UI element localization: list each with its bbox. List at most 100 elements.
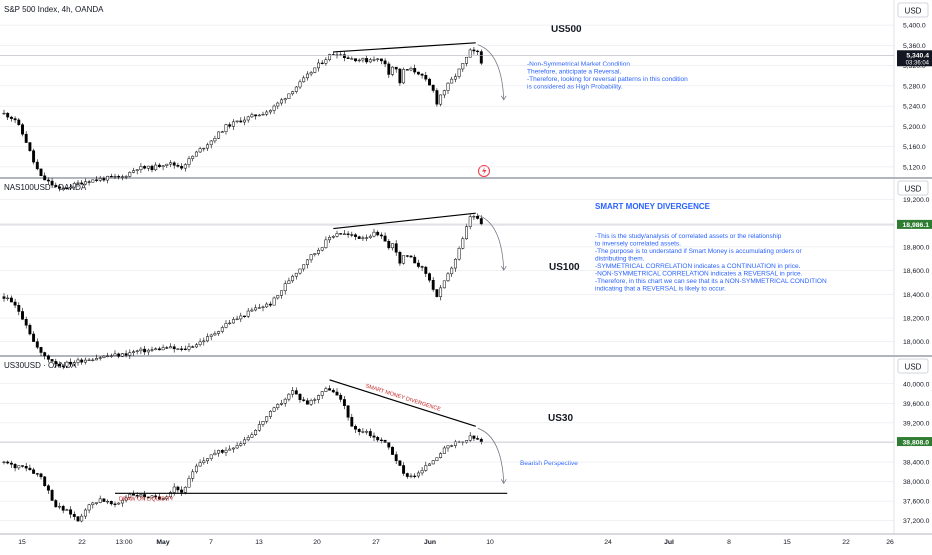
candle	[21, 465, 24, 468]
candle	[283, 397, 287, 407]
candle	[305, 259, 309, 269]
candle	[394, 66, 398, 73]
candle	[224, 320, 228, 329]
candle	[309, 398, 313, 407]
candle	[468, 432, 472, 443]
candle	[54, 182, 58, 188]
divergence-trendline[interactable]	[329, 379, 476, 427]
pane-1-symbol-title[interactable]: S&P 500 Index, 4h, OANDA	[4, 5, 104, 14]
candle	[283, 280, 287, 295]
candle	[331, 235, 335, 239]
candle	[28, 142, 32, 152]
candle	[139, 163, 143, 173]
candle	[276, 403, 280, 411]
candle	[98, 175, 102, 183]
candle	[291, 90, 295, 96]
candle	[246, 435, 250, 442]
lightning-icon[interactable]	[478, 165, 490, 177]
candle	[120, 498, 124, 507]
candle	[102, 498, 106, 502]
candle	[313, 397, 317, 404]
candle	[265, 416, 269, 424]
candle	[24, 316, 28, 329]
candle	[453, 439, 457, 449]
candle	[302, 264, 306, 272]
candle	[372, 56, 376, 62]
candle	[309, 254, 313, 263]
candle	[346, 405, 350, 421]
pane-2-instrument-label: US100	[549, 262, 580, 273]
candle	[39, 168, 43, 177]
pane-3-symbol-title[interactable]: US30USD · OANDA	[4, 361, 77, 370]
candle	[109, 500, 113, 506]
projection-arrow[interactable]	[477, 44, 507, 101]
candle	[431, 277, 435, 292]
candle	[446, 82, 450, 94]
candle	[357, 235, 361, 239]
time-tick-label: 27	[372, 539, 380, 546]
candle	[479, 437, 483, 445]
candle	[213, 135, 217, 144]
candle	[83, 508, 87, 520]
candle	[209, 333, 213, 341]
candle	[287, 393, 291, 402]
candle	[424, 266, 428, 277]
candle	[58, 183, 61, 192]
candle	[272, 296, 276, 306]
currency-button-pane-3[interactable]: USD	[897, 358, 929, 374]
candle	[317, 59, 320, 72]
candle	[113, 350, 117, 357]
candle	[328, 235, 332, 244]
candle	[6, 460, 10, 465]
candle	[2, 460, 6, 465]
candle	[172, 161, 176, 169]
candle	[420, 73, 424, 79]
candle	[58, 361, 61, 367]
candle	[461, 63, 465, 72]
currency-button-pane-1[interactable]: USD	[897, 2, 929, 18]
price-tick-label: 18,800.0	[903, 244, 930, 251]
candle	[61, 504, 65, 514]
candle	[442, 89, 446, 99]
candle	[243, 116, 246, 126]
candle	[350, 56, 354, 60]
candle	[294, 85, 298, 94]
candle	[124, 350, 128, 358]
time-tick-label: 8	[727, 539, 731, 546]
candle	[194, 463, 198, 474]
candle	[298, 268, 302, 275]
candle	[305, 71, 309, 81]
candle	[43, 172, 47, 181]
candle	[143, 165, 147, 170]
candle	[435, 289, 439, 298]
candle	[206, 458, 209, 464]
candle	[402, 462, 406, 476]
divergence-trendline[interactable]	[333, 212, 476, 230]
candle	[39, 346, 43, 357]
last-price-tag: 18,986.1	[897, 219, 932, 229]
candle	[350, 413, 354, 427]
candle	[409, 255, 413, 258]
candle	[261, 305, 265, 312]
candle	[361, 428, 365, 434]
candle	[176, 485, 180, 494]
currency-button-pane-2[interactable]: USD	[897, 180, 929, 196]
candle	[217, 131, 221, 139]
time-tick-label: Jul	[664, 539, 674, 546]
candle	[243, 436, 246, 446]
pane-1-instrument-label: US500	[551, 24, 582, 35]
candle	[383, 439, 387, 443]
projection-arrow[interactable]	[477, 427, 507, 485]
projection-arrow[interactable]	[477, 214, 507, 271]
candle	[261, 111, 265, 116]
candle	[391, 243, 394, 251]
candle	[328, 53, 332, 62]
candle	[231, 317, 235, 324]
candle	[128, 349, 132, 359]
pane-2-symbol-title[interactable]: NAS100USD · OANDA	[4, 183, 87, 192]
candle	[139, 493, 143, 499]
time-tick-label: 22	[78, 539, 86, 546]
candle	[280, 290, 283, 299]
divergence-trendline[interactable]	[333, 42, 476, 53]
